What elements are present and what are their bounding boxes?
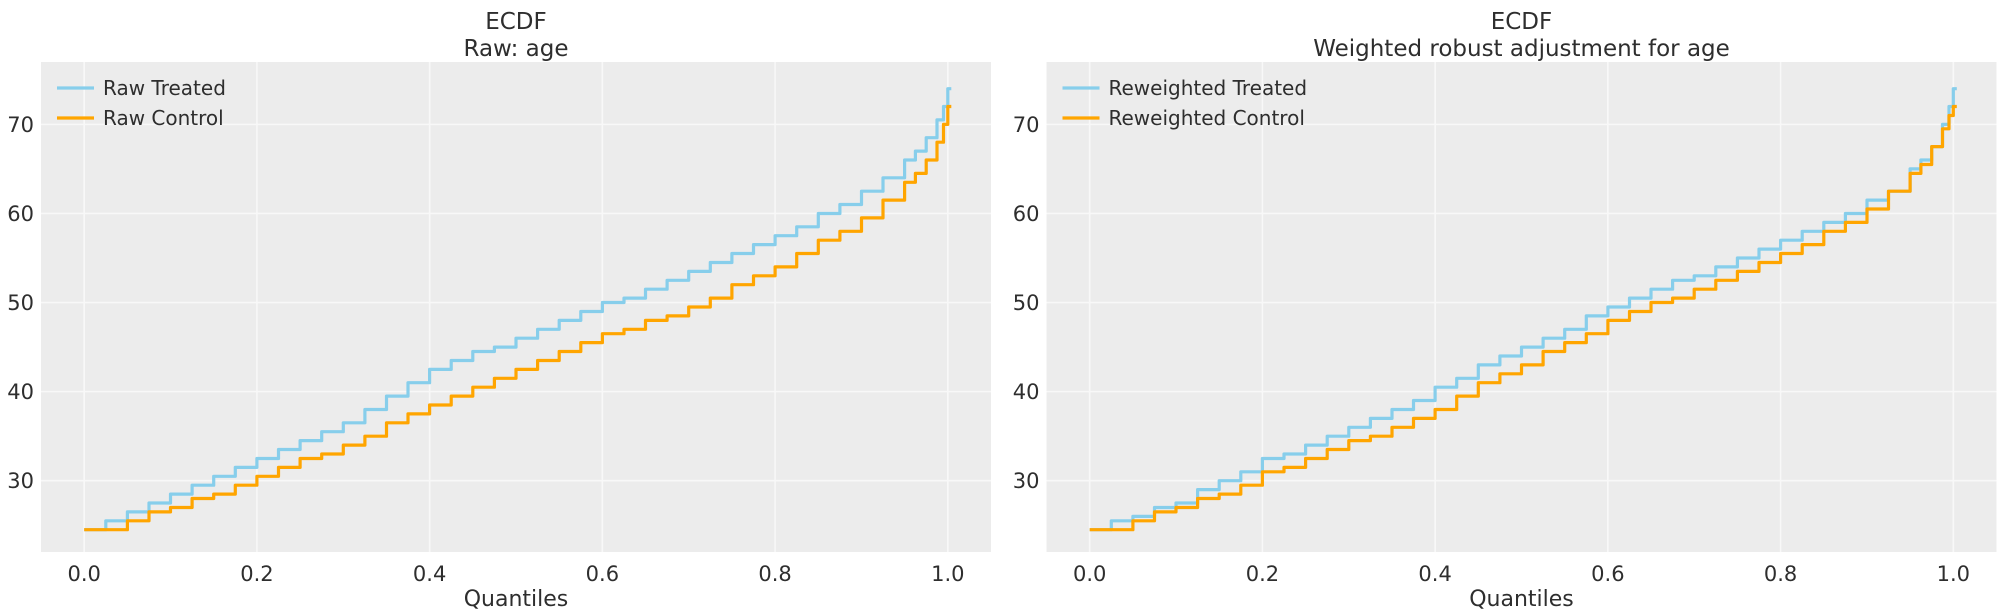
x-tick-label: 0.2 [1246,562,1279,586]
x-tick-label: 0.0 [67,562,100,586]
x-tick-label: 1.0 [931,562,964,586]
y-tick-label: 60 [1013,202,1040,226]
legend: Raw Treated Raw Control [57,76,226,130]
x-tick-label: 0.4 [1418,562,1451,586]
series-line-raw-control [84,104,952,532]
axis-tick-labels: 0.0 0.2 0.4 0.6 0.8 1.0 30 40 50 60 70 [7,113,964,586]
curves [1089,87,1957,532]
y-tick-label: 50 [1013,291,1040,315]
x-tick-label: 1.0 [1937,562,1970,586]
y-tick-label: 30 [7,469,34,493]
x-tick-label: 0.4 [413,562,446,586]
plot-subtitle: Weighted robust adjustment for age [1313,36,1730,62]
legend-label: Reweighted Treated [1109,76,1308,100]
x-tick-label: 0.6 [1591,562,1624,586]
x-axis-label: Quantiles [464,587,569,611]
y-tick-label: 30 [1013,469,1040,493]
curves [84,87,952,532]
x-axis-label: Quantiles [1469,587,1574,611]
x-tick-label: 0.2 [240,562,273,586]
series-line-raw-treated [84,87,952,532]
legend-label: Raw Control [103,106,224,130]
y-tick-label: 70 [7,113,34,137]
axes-background [41,62,991,552]
plot-title: ECDF [1491,9,1553,35]
plot-title: ECDF [485,9,547,35]
legend-item-raw-treated: Raw Treated [57,76,226,100]
x-tick-label: 0.8 [758,562,791,586]
legend-item-reweighted-control: Reweighted Control [1062,106,1305,130]
x-tick-label: 0.6 [586,562,619,586]
axis-tick-labels: 0.0 0.2 0.4 0.6 0.8 1.0 30 40 50 60 70 [1013,113,1970,586]
legend: Reweighted Treated Reweighted Control [1062,76,1308,130]
y-tick-label: 60 [7,202,34,226]
series-line-reweighted-treated [1089,87,1957,532]
x-tick-label: 0.0 [1073,562,1106,586]
legend-label: Raw Treated [103,76,226,100]
plot-subtitle: Raw: age [463,36,568,62]
ecdf-panel-raw: 0.0 0.2 0.4 0.6 0.8 1.0 30 40 50 60 70 Raw Treated… [7,9,991,611]
legend-label: Reweighted Control [1109,106,1305,130]
axes-background [1046,62,1997,552]
legend-item-raw-control: Raw Control [57,106,224,130]
y-tick-label: 40 [1013,380,1040,404]
legend-item-reweighted-treated: Reweighted Treated [1062,76,1308,100]
ecdf-panel-weighted: 0.0 0.2 0.4 0.6 0.8 1.0 30 40 50 60 70 Reweighted … [1013,9,1997,611]
x-tick-label: 0.8 [1764,562,1797,586]
y-tick-label: 50 [7,291,34,315]
grid [1046,62,1997,552]
y-tick-label: 40 [7,380,34,404]
series-line-reweighted-control [1089,104,1957,532]
y-tick-label: 70 [1013,113,1040,137]
